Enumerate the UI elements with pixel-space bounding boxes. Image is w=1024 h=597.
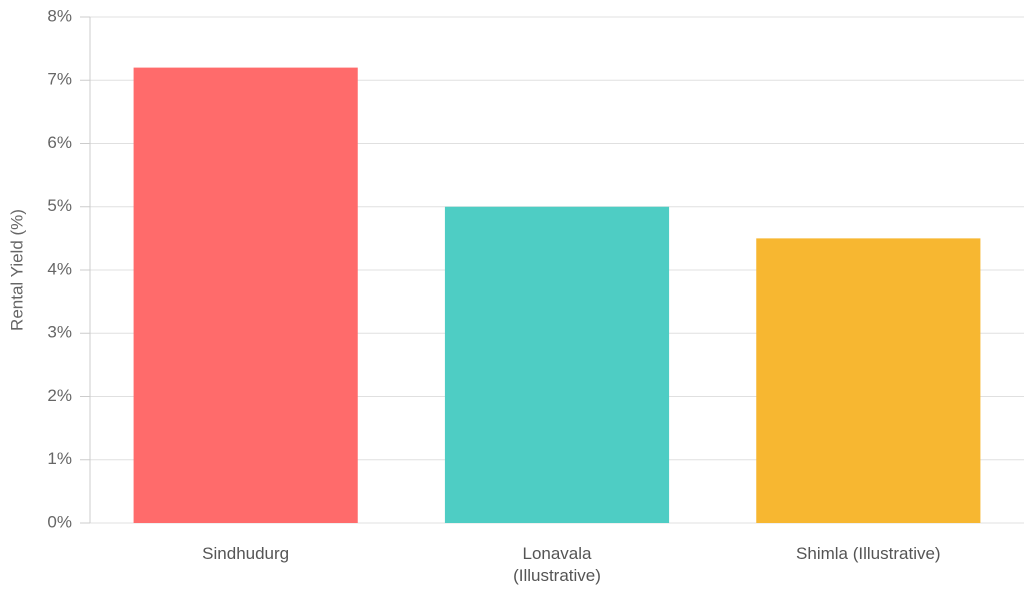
y-axis-title: Rental Yield (%) bbox=[7, 209, 26, 331]
x-tick-label: Shimla (Illustrative) bbox=[796, 544, 941, 563]
x-tick-label: Lonavala (Illustrative) bbox=[513, 544, 601, 585]
y-tick-label: 5% bbox=[47, 196, 72, 215]
bar bbox=[444, 206, 670, 523]
y-tick-label: 2% bbox=[47, 386, 72, 405]
y-tick-label: 3% bbox=[47, 323, 72, 342]
y-tick-label: 0% bbox=[47, 512, 72, 531]
y-tick-label: 7% bbox=[47, 70, 72, 89]
bar bbox=[756, 238, 981, 523]
y-tick-label: 6% bbox=[47, 133, 72, 152]
y-tick-label: 4% bbox=[47, 259, 72, 278]
y-tick-label: 1% bbox=[47, 449, 72, 468]
x-tick-label: Sindhudurg bbox=[202, 544, 290, 563]
bar bbox=[133, 67, 358, 523]
y-tick-label: 8% bbox=[47, 6, 72, 25]
